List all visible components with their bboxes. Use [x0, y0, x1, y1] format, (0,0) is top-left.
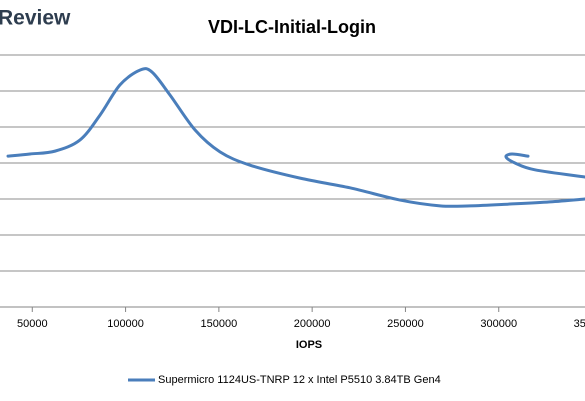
data-line: [504, 152, 585, 179]
data-line: [6, 67, 585, 208]
x-tick-label: 250000: [387, 318, 424, 330]
x-tick-label: 300000: [480, 318, 517, 330]
x-tick-label: 200000: [294, 318, 331, 330]
brand: Review: [0, 7, 71, 30]
x-tick-label: 100000: [107, 318, 144, 330]
x-tick-label: 150000: [201, 318, 238, 330]
x-tick-label: 50000: [17, 318, 48, 330]
chart-title: VDI-LC-Initial-Login: [208, 17, 376, 37]
legend-label: Supermicro 1124US-TNRP 12 x Intel P5510 …: [158, 374, 441, 386]
x-axis-label: IOPS: [296, 339, 322, 351]
x-tick-label: 350000: [574, 318, 585, 330]
